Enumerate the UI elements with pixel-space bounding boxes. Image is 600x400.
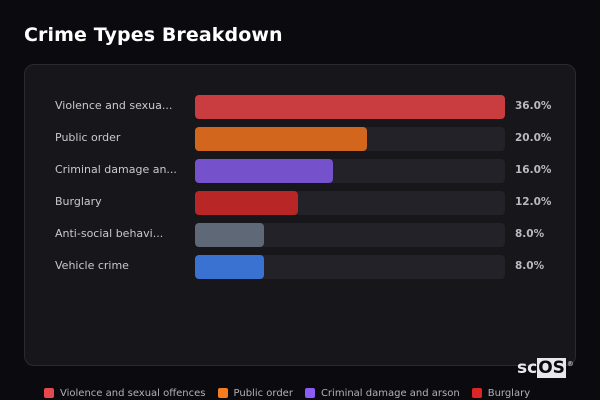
bar-row: Criminal damage an... 16.0% [25,159,575,183]
bar-fill[interactable] [195,255,264,279]
legend-label: Public order [233,387,293,399]
bar-row: Vehicle crime 8.0% [25,255,575,279]
bar-fill[interactable] [195,95,505,119]
bar-label: Public order [55,131,121,144]
bar-label: Anti-social behavi... [55,227,164,240]
bar-value: 16.0% [515,164,552,176]
bar-row: Anti-social behavi... 8.0% [25,223,575,247]
legend-swatch-icon [217,388,228,398]
chart-card: Violence and sexua... 36.0% Public order… [24,64,576,366]
bar-label: Violence and sexua... [55,99,173,112]
bar-value: 36.0% [515,100,552,112]
bar-fill[interactable] [195,159,333,183]
legend-item[interactable]: Criminal damage and arson [304,386,460,400]
bar-value: 8.0% [515,260,545,272]
bar-fill[interactable] [195,191,298,215]
legend-swatch-icon [44,388,54,398]
chart-legend: Violence and sexual offences Public orde… [44,386,530,400]
legend-swatch-icon [471,388,482,398]
bar-track [195,255,505,279]
bar-row: Burglary 12.0% [25,191,575,215]
bar-track [195,127,505,151]
bar-row: Public order 20.0% [25,127,575,151]
bar-label: Burglary [55,195,102,208]
bar-track [195,159,505,183]
bar-track [195,95,505,119]
scos-logo: scOS ® [517,358,574,378]
logo-text-right: OS [537,358,566,378]
legend-label: Violence and sexual offences [60,387,206,399]
legend-item[interactable]: Violence and sexual offences [44,386,206,400]
legend-label: Criminal damage and arson [320,387,460,399]
bar-fill[interactable] [195,127,367,151]
bar-value: 8.0% [515,228,545,240]
logo-text-left: sc [517,358,538,378]
bar-row: Violence and sexua... 36.0% [25,95,575,119]
bar-fill[interactable] [195,223,264,247]
legend-item[interactable]: Burglary [471,386,531,400]
bar-value: 20.0% [515,132,552,144]
bar-label: Vehicle crime [55,259,129,272]
legend-swatch-icon [304,388,315,398]
chart-title: Crime Types Breakdown [24,24,283,46]
legend-item[interactable]: Public order [217,386,293,400]
registered-mark: ® [566,360,574,368]
legend-label: Burglary [487,387,531,399]
bar-track [195,223,505,247]
bar-track [195,191,505,215]
bar-value: 12.0% [515,196,552,208]
bar-label: Criminal damage an... [55,163,177,176]
